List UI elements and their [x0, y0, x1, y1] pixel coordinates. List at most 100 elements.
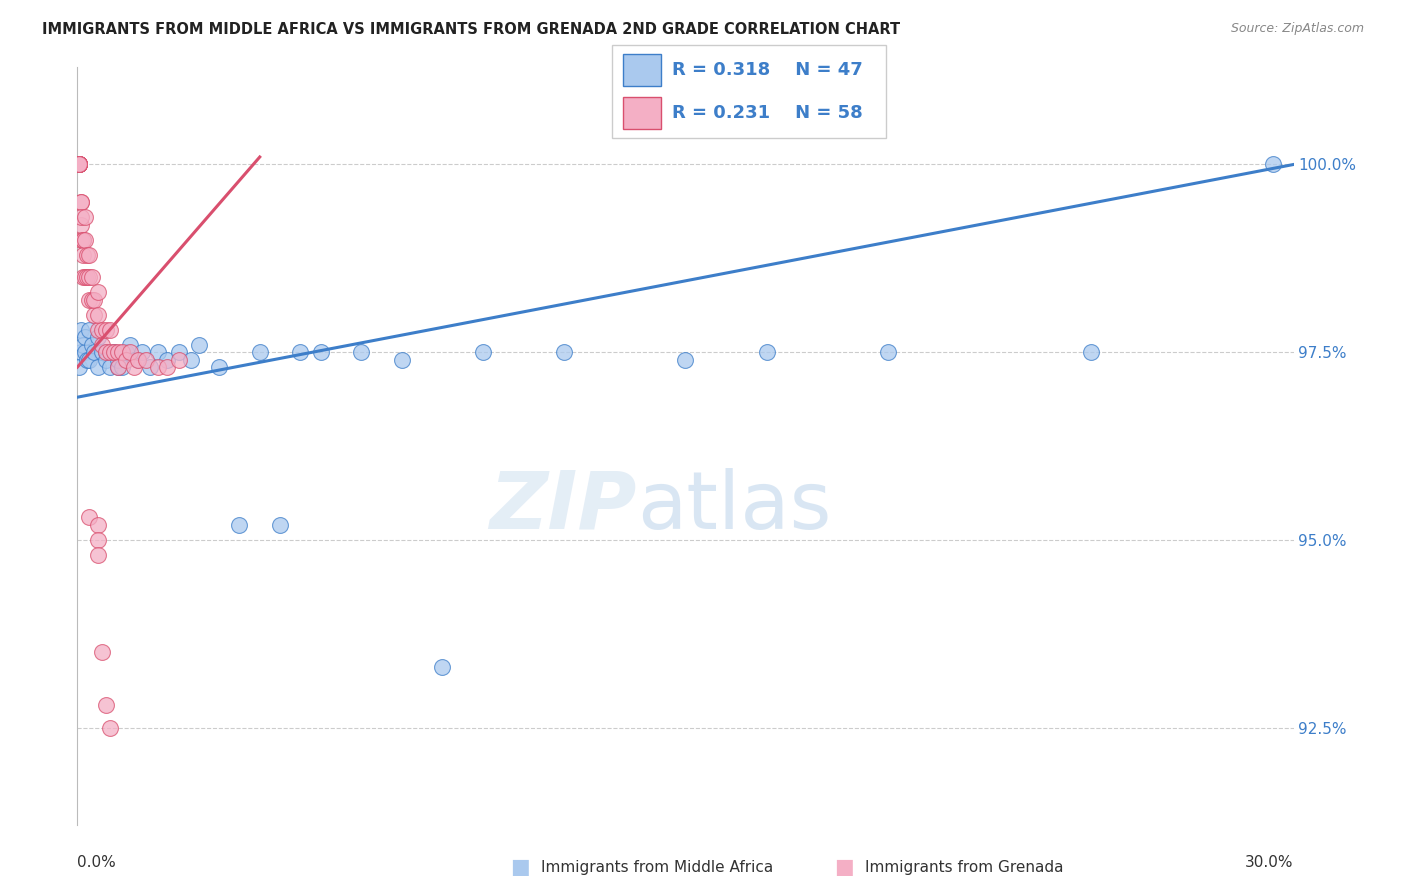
Text: Immigrants from Middle Africa: Immigrants from Middle Africa — [541, 860, 773, 874]
Point — [72, 247, 94, 261]
Point — [98, 721, 121, 735]
Point — [90, 645, 112, 659]
Point — [83, 308, 105, 322]
Point — [75, 270, 97, 285]
Point — [188, 337, 211, 351]
Point — [107, 360, 129, 375]
Point — [72, 233, 94, 247]
Point — [118, 345, 141, 359]
Point — [79, 293, 101, 307]
Point — [70, 210, 93, 224]
Point — [67, 157, 90, 171]
Point — [67, 157, 90, 171]
Point — [755, 345, 778, 359]
Point — [70, 323, 93, 337]
Text: ■: ■ — [834, 857, 853, 877]
Point — [350, 345, 373, 359]
Point — [553, 345, 575, 359]
Point — [79, 247, 101, 261]
Point — [86, 330, 108, 344]
Text: Immigrants from Grenada: Immigrants from Grenada — [865, 860, 1063, 874]
Text: atlas: atlas — [637, 467, 831, 546]
Point — [122, 360, 145, 375]
Point — [80, 270, 103, 285]
Point — [70, 218, 93, 232]
Point — [86, 285, 108, 299]
Point — [115, 352, 138, 367]
Point — [90, 345, 112, 359]
Point — [127, 352, 149, 367]
Point — [391, 352, 413, 367]
Point — [67, 157, 90, 171]
Point — [75, 330, 97, 344]
Point — [86, 533, 108, 547]
Text: Source: ZipAtlas.com: Source: ZipAtlas.com — [1230, 22, 1364, 36]
Point — [75, 233, 97, 247]
Point — [430, 660, 453, 674]
Point — [471, 345, 494, 359]
Point — [70, 345, 93, 359]
Point — [148, 345, 170, 359]
Point — [76, 270, 98, 285]
Point — [72, 270, 94, 285]
Point — [127, 352, 149, 367]
Point — [86, 360, 108, 375]
Point — [67, 157, 90, 171]
Point — [1263, 157, 1285, 171]
Point — [135, 352, 157, 367]
Point — [94, 323, 117, 337]
Text: IMMIGRANTS FROM MIDDLE AFRICA VS IMMIGRANTS FROM GRENADA 2ND GRADE CORRELATION C: IMMIGRANTS FROM MIDDLE AFRICA VS IMMIGRA… — [42, 22, 900, 37]
Point — [309, 345, 332, 359]
Point — [208, 360, 231, 375]
Point — [79, 352, 101, 367]
Point — [72, 233, 94, 247]
Point — [67, 157, 90, 171]
Point — [180, 352, 202, 367]
Point — [94, 352, 117, 367]
Point — [94, 698, 117, 712]
Point — [67, 157, 90, 171]
Point — [155, 360, 177, 375]
Point — [86, 323, 108, 337]
Point — [80, 293, 103, 307]
Point — [98, 323, 121, 337]
Point — [675, 352, 697, 367]
Point — [98, 345, 121, 359]
Point — [79, 270, 101, 285]
Point — [111, 345, 134, 359]
Point — [94, 345, 117, 359]
Point — [70, 194, 93, 209]
Point — [72, 337, 94, 351]
Point — [76, 247, 98, 261]
Point — [877, 345, 900, 359]
Point — [167, 345, 190, 359]
Point — [290, 345, 312, 359]
Point — [94, 345, 117, 359]
Point — [80, 337, 103, 351]
Point — [90, 323, 112, 337]
Point — [269, 517, 291, 532]
Point — [167, 352, 190, 367]
Point — [76, 352, 98, 367]
Point — [115, 345, 138, 359]
Point — [75, 345, 97, 359]
Point — [67, 157, 90, 171]
Point — [155, 352, 177, 367]
Point — [107, 360, 129, 375]
Point — [70, 233, 93, 247]
Point — [148, 360, 170, 375]
Point — [139, 360, 162, 375]
Point — [67, 157, 90, 171]
Point — [98, 360, 121, 375]
Point — [83, 345, 105, 359]
Point — [228, 517, 250, 532]
Point — [249, 345, 271, 359]
Point — [90, 337, 112, 351]
Text: ZIP: ZIP — [489, 467, 637, 546]
Point — [103, 345, 125, 359]
Bar — [623, 97, 661, 129]
Text: R = 0.231    N = 58: R = 0.231 N = 58 — [672, 104, 863, 122]
Point — [67, 360, 90, 375]
Point — [79, 510, 101, 524]
Bar — [623, 54, 661, 86]
